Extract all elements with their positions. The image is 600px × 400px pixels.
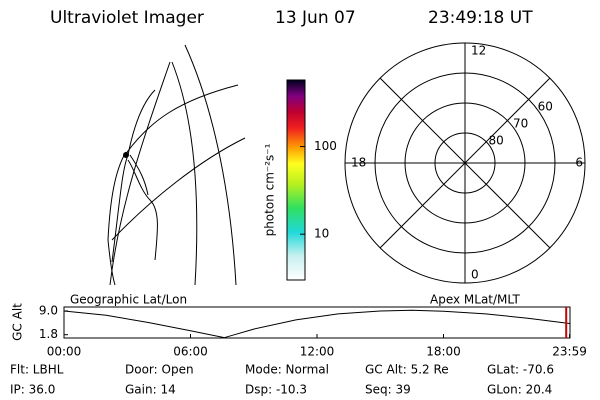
status-field: Dsp: -10.3 [245, 383, 307, 397]
status-field: Mode: Normal [245, 363, 329, 377]
lat-ring [374, 72, 556, 254]
title: Ultraviolet Imager [50, 8, 204, 28]
colorbar-label: photon cm⁻²s⁻¹ [263, 143, 277, 236]
timeline-frame [63, 306, 571, 339]
date: 13 Jun 07 [275, 8, 356, 28]
x-tick-label: 00:00 [47, 345, 82, 359]
status-field: IP: 36.0 [10, 383, 55, 397]
status-field: Flt: LBHL [10, 363, 64, 377]
lat-ring [404, 102, 526, 224]
status-field: GLon: 20.4 [487, 383, 552, 397]
x-tick-label: 06:00 [173, 345, 208, 359]
status-field: GLat: -70.6 [487, 363, 554, 377]
lat-label: 80 [488, 134, 503, 148]
timeline-left-label: Geographic Lat/Lon [70, 293, 187, 307]
lat-label: 70 [513, 116, 528, 130]
mlt-label: 12 [471, 44, 486, 58]
x-tick-label: 18:00 [426, 345, 461, 359]
status-field: Door: Open [125, 363, 194, 377]
x-tick-label: 23:59 [552, 345, 587, 359]
status-field: GC Alt: 5.2 Re [365, 363, 449, 377]
lat-ring [434, 132, 496, 194]
marker [123, 152, 129, 158]
timeline-right-label: Apex MLat/MLT [430, 293, 520, 307]
y-tick-label: 1.8 [39, 327, 58, 341]
status-field: Gain: 14 [125, 383, 176, 397]
mlt-label: 6 [575, 156, 583, 170]
altitude-line [63, 309, 570, 339]
time: 23:49:18 UT [428, 8, 533, 28]
status-field: Seq: 39 [365, 383, 411, 397]
mlt-label: 0 [471, 268, 479, 282]
x-tick-label: 12:00 [300, 345, 335, 359]
colorbar [286, 79, 306, 281]
colorbar-tick-label: 10 [314, 227, 329, 241]
y-tick-label: 9.0 [39, 303, 58, 317]
timeline-ylabel: GC Alt [11, 303, 25, 341]
colorbar-tick-label: 100 [314, 139, 337, 153]
map [107, 44, 246, 286]
mlt-label: 18 [351, 156, 366, 170]
polar-spoke [379, 77, 551, 249]
lat-label: 60 [538, 99, 553, 113]
